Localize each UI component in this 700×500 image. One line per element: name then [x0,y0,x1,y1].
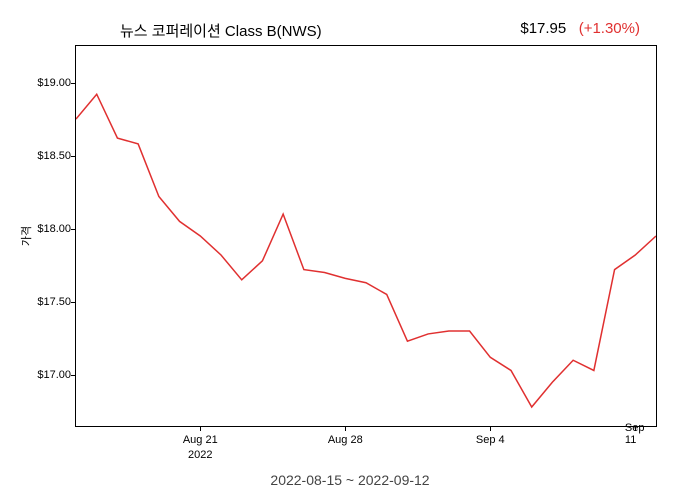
price-line [76,94,656,407]
current-price: $17.95 [520,20,566,37]
y-tick-label: $18.50 [26,150,71,162]
chart-header: 뉴스 코퍼레이션 Class B(NWS) $17.95 (+1.30%) [0,20,700,41]
x-tick-label: Aug 21 [183,434,218,446]
y-tick-mark [71,229,76,230]
y-tick-mark [71,302,76,303]
chart-title: 뉴스 코퍼레이션 Class B(NWS) [120,20,322,41]
y-tick-label: $18.00 [26,223,71,235]
y-tick-mark [71,83,76,84]
date-range-label: 2022-08-15 ~ 2022-09-12 [0,472,700,488]
x-tick-label: Aug 28 [328,434,363,446]
y-tick-label: $19.00 [26,77,71,89]
x-tick-mark [345,426,346,431]
y-tick-mark [71,375,76,376]
price-change: (+1.30%) [579,20,640,37]
stock-chart: 뉴스 코퍼레이션 Class B(NWS) $17.95 (+1.30%) 가격… [0,0,700,500]
price-group: $17.95 (+1.30%) [520,20,640,41]
x-tick-mark [200,426,201,431]
x-tick-mark [490,426,491,431]
y-tick-label: $17.50 [26,296,71,308]
y-tick-mark [71,156,76,157]
x-tick-label: Sep 4 [476,434,505,446]
line-plot [76,46,656,426]
y-tick-label: $17.00 [26,369,71,381]
x-tick-mark [635,426,636,431]
plot-area: 가격 $17.00$17.50$18.00$18.50$19.00Aug 212… [75,45,657,427]
x-tick-year: 2022 [188,449,212,461]
